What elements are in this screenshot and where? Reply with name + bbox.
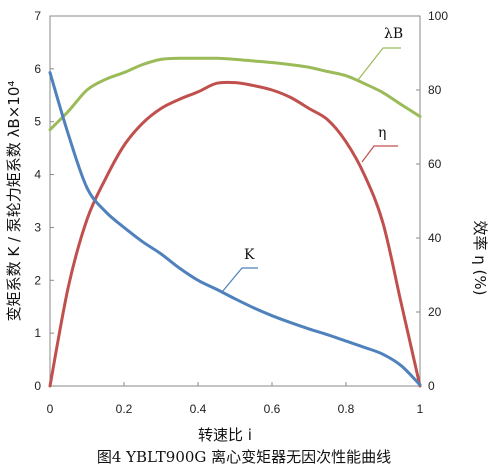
- x-tick-label: 1: [417, 402, 424, 416]
- x-tick-label: 0.4: [190, 402, 207, 416]
- left-tick-label: 2: [34, 273, 41, 287]
- left-tick-label: 7: [34, 9, 41, 23]
- x-tick-label: 0: [47, 402, 54, 416]
- right-tick-label: 20: [428, 305, 442, 319]
- left-tick-label: 0: [34, 379, 41, 393]
- lambda-label: λB: [384, 26, 403, 42]
- right-axis-ticks: 0 20 40 60 80 100: [416, 9, 448, 393]
- right-tick-label: 40: [428, 231, 442, 245]
- x-tick-label: 0.2: [116, 402, 133, 416]
- x-axis-ticks: 0 0.2 0.4 0.6 0.8 1: [47, 382, 424, 416]
- k-label: K: [244, 247, 255, 263]
- right-tick-label: 100: [428, 9, 448, 23]
- x-axis-title: 转速比 i: [198, 426, 252, 444]
- right-axis-title: 效率 η (%): [471, 220, 488, 295]
- lambda-b-line: [48, 56, 422, 132]
- torque-ratio-line: [48, 71, 422, 387]
- x-tick-label: 0.8: [338, 402, 355, 416]
- eta-label: η: [378, 125, 386, 141]
- left-tick-label: 6: [34, 62, 41, 76]
- right-tick-label: 0: [428, 379, 435, 393]
- left-axis-ticks: 0 1 2 3 4 5 6 7: [34, 9, 54, 393]
- left-tick-label: 3: [34, 220, 41, 234]
- right-tick-label: 60: [428, 157, 442, 171]
- left-axis-title: 变矩系数 K / 泵轮力矩系数 λB×10⁴: [5, 81, 23, 322]
- plot-area: [49, 15, 421, 387]
- annotation-eta: η: [361, 125, 398, 163]
- left-tick-label: 1: [34, 326, 41, 340]
- x-tick-label: 0.6: [264, 402, 281, 416]
- series-layer: [48, 56, 422, 388]
- efficiency-line: [48, 80, 422, 388]
- annotation-lambda: λB: [357, 26, 403, 81]
- eta-leader-line: [361, 145, 398, 163]
- right-tick-label: 80: [428, 83, 442, 97]
- figure-caption: 图4 YBLT900G 离心变矩器无因次性能曲线: [97, 448, 391, 466]
- k-leader-line: [221, 267, 258, 293]
- left-tick-label: 4: [34, 168, 41, 182]
- left-tick-label: 5: [34, 115, 41, 129]
- annotation-k: K: [221, 247, 258, 293]
- lambda-leader-line: [357, 47, 401, 81]
